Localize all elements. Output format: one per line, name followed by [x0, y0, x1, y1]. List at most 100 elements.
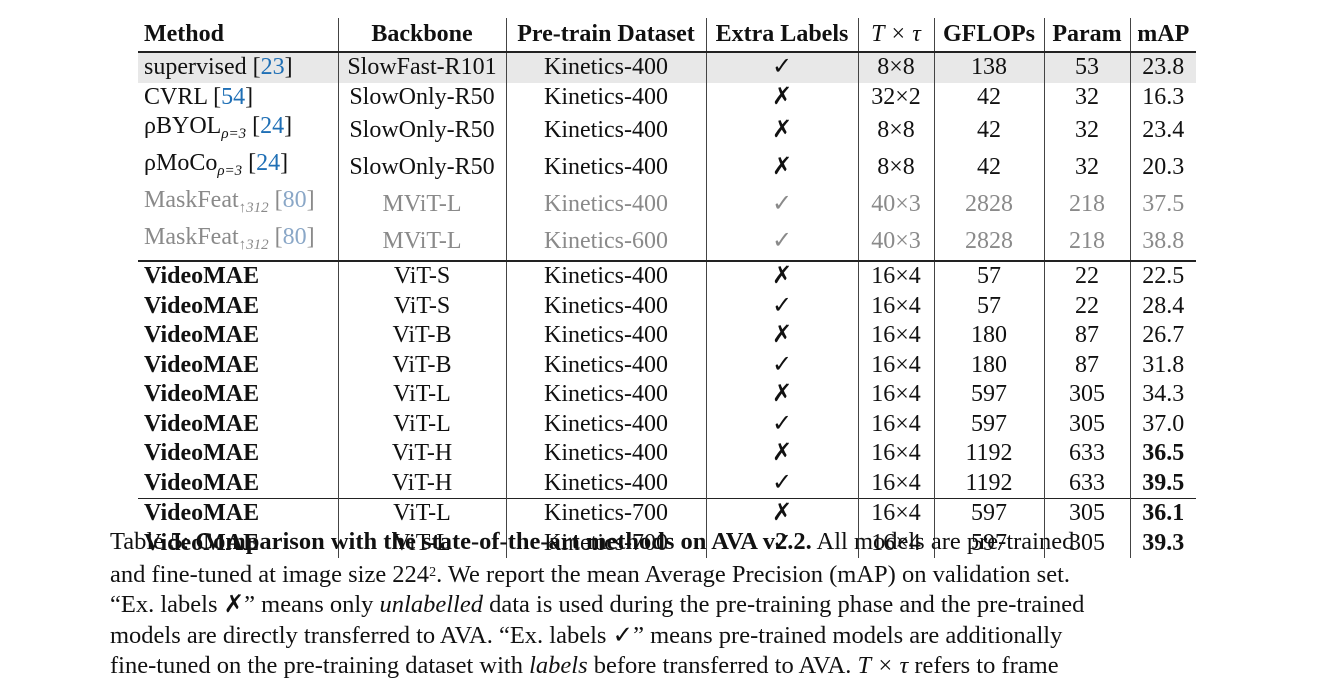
- dataset-cell: Kinetics-400: [506, 409, 707, 439]
- method-name: ρMoCo: [144, 150, 218, 176]
- gflops-cell: 597: [934, 380, 1045, 410]
- header-row: Method Backbone Pre-train Dataset Extra …: [138, 18, 1196, 53]
- backbone-cell: ViT-H: [338, 439, 507, 469]
- map-cell: 31.8: [1142, 351, 1185, 378]
- method-subscript: ρ=3: [221, 126, 247, 142]
- ttau-cell: 8×8: [858, 112, 935, 149]
- table-row: VideoMAE ViT-H Kinetics-400 ✓ 16×4 1192 633 39.…: [138, 468, 1196, 499]
- table-row: VideoMAE ViT-S Kinetics-400 ✗ 16×4 57 22 22.5: [138, 260, 1196, 292]
- param-cell: 87: [1044, 321, 1131, 351]
- ttau-cell: 16×4: [858, 380, 935, 410]
- caption-text: “Ex. labels ✗” means only: [110, 591, 374, 618]
- param-cell: 218: [1044, 186, 1131, 223]
- param-cell: 305: [1044, 528, 1131, 558]
- method-name: MaskFeat: [144, 224, 239, 250]
- dataset-cell: Kinetics-400: [506, 439, 707, 469]
- method-cell: ρMoCoρ=3 [24]: [138, 149, 339, 186]
- map-cell: 16.3: [1142, 83, 1185, 110]
- gflops-cell: 180: [934, 350, 1045, 380]
- map-cell: 36.1: [1130, 498, 1196, 529]
- map-cell: 34.3: [1142, 381, 1185, 408]
- gflops-cell: 1192: [934, 439, 1045, 469]
- param-cell: 32: [1044, 112, 1131, 149]
- table-caption: Table 5: Comparison with the state-of-th…: [110, 527, 1226, 682]
- extra-labels-cell: ✓: [706, 186, 859, 223]
- gflops-cell: 42: [934, 112, 1045, 149]
- table-row: VideoMAE ViT-L Kinetics-400 ✓ 16×4 597 305 37.0: [138, 409, 1196, 439]
- extra-labels-cell: ✗: [706, 439, 859, 469]
- table-row: MaskFeat↑312 [80] MViT-L Kinetics-600 ✓ 40×3…: [138, 223, 1196, 261]
- method-cell: VideoMAE: [138, 260, 339, 292]
- method-subscript: ρ=3: [217, 163, 243, 179]
- backbone-cell: ViT-S: [338, 291, 507, 321]
- map-cell: 38.8: [1142, 228, 1185, 254]
- param-cell: 633: [1044, 468, 1131, 499]
- method-subscript: ↑312: [238, 237, 269, 253]
- caption-italic: labels: [529, 652, 588, 679]
- ttau-cell: 8×8: [858, 52, 935, 83]
- dataset-cell: Kinetics-700: [506, 498, 707, 529]
- citation-link[interactable]: 24: [256, 150, 281, 176]
- table-row: MaskFeat↑312 [80] MViT-L Kinetics-400 ✓ 40×3…: [138, 186, 1196, 223]
- map-cell: 26.7: [1142, 322, 1185, 349]
- ttau-cell: 40×3: [858, 186, 935, 223]
- citation-link[interactable]: 24: [260, 113, 285, 139]
- ttau-cell: 16×4: [858, 468, 935, 499]
- map-cell: 39.5: [1142, 469, 1185, 496]
- caption-text: data is used during the pre-training pha…: [489, 591, 1085, 618]
- map-cell: 23.8: [1130, 52, 1196, 83]
- dataset-cell: Kinetics-400: [506, 52, 707, 83]
- extra-labels-cell: ✗: [706, 498, 859, 529]
- dataset-cell: Kinetics-400: [506, 350, 707, 380]
- ttau-cell: 16×4: [858, 260, 935, 292]
- ttau-cell: 16×4: [858, 439, 935, 469]
- extra-labels-cell: ✓: [706, 223, 859, 261]
- method-name: ρBYOL: [144, 113, 222, 139]
- caption-line-4: models are directly transferred to AVA. …: [110, 621, 1226, 652]
- citation-link[interactable]: 80: [282, 187, 307, 213]
- ttau-cell: 8×8: [858, 149, 935, 186]
- caption-italic: unlabelled: [379, 591, 483, 618]
- method-cell: CVRL [54]: [138, 82, 339, 112]
- table-row: ρMoCoρ=3 [24] SlowOnly-R50 Kinetics-400 ✗ 8×…: [138, 149, 1196, 186]
- param-cell: 32: [1044, 82, 1131, 112]
- dataset-cell: Kinetics-700: [506, 528, 707, 558]
- table-row: VideoMAE ViT-B Kinetics-400 ✓ 16×4 180 87 31.8: [138, 350, 1196, 380]
- dataset-cell: Kinetics-400: [506, 112, 707, 149]
- map-cell: 28.4: [1142, 292, 1185, 319]
- method-cell: VideoMAE: [138, 468, 339, 499]
- dataset-cell: Kinetics-400: [506, 468, 707, 499]
- table-row: VideoMAE ViT-L Kinetics-700 ✗ 16×4 597 305 36.1: [138, 498, 1196, 529]
- caption-text: fine-tuned on the pre-training dataset w…: [110, 652, 523, 679]
- param-cell: 305: [1044, 409, 1131, 439]
- map-cell: 37.0: [1142, 410, 1185, 437]
- dataset-cell: Kinetics-400: [506, 82, 707, 112]
- param-cell: 218: [1044, 223, 1131, 261]
- caption-superscript: 2: [429, 564, 437, 580]
- citation-link[interactable]: 80: [282, 224, 307, 250]
- gflops-cell: 1192: [934, 468, 1045, 499]
- citation-link[interactable]: 23: [260, 54, 285, 81]
- map-cell: 37.5: [1142, 191, 1185, 217]
- table-row: CVRL [54] SlowOnly-R50 Kinetics-400 ✗ 32×2 42…: [138, 82, 1196, 112]
- dataset-cell: Kinetics-400: [506, 186, 707, 223]
- method-name: CVRL: [144, 83, 208, 110]
- table-row: VideoMAE ViT-S Kinetics-400 ✓ 16×4 57 22 28.4: [138, 291, 1196, 321]
- extra-labels-cell: ✗: [706, 82, 859, 112]
- table-row: ρBYOLρ=3 [24] SlowOnly-R50 Kinetics-400 ✗ 8×…: [138, 112, 1196, 149]
- extra-labels-cell: ✓: [706, 528, 859, 558]
- backbone-cell: ViT-B: [338, 350, 507, 380]
- ttau-cell: 16×4: [858, 498, 935, 529]
- caption-label: Table 5:: [110, 528, 190, 555]
- gflops-cell: 597: [934, 528, 1045, 558]
- caption-math: T × τ: [857, 652, 909, 679]
- method-cell: VideoMAE: [138, 528, 339, 558]
- extra-labels-cell: ✓: [706, 350, 859, 380]
- backbone-cell: ViT-L: [338, 409, 507, 439]
- gflops-cell: 42: [934, 149, 1045, 186]
- ttau-cell: 16×4: [858, 409, 935, 439]
- caption-line-3: “Ex. labels ✗” means only unlabelled dat…: [110, 590, 1226, 621]
- citation-link[interactable]: 54: [221, 83, 246, 110]
- ttau-cell: 16×4: [858, 291, 935, 321]
- dataset-cell: Kinetics-400: [506, 149, 707, 186]
